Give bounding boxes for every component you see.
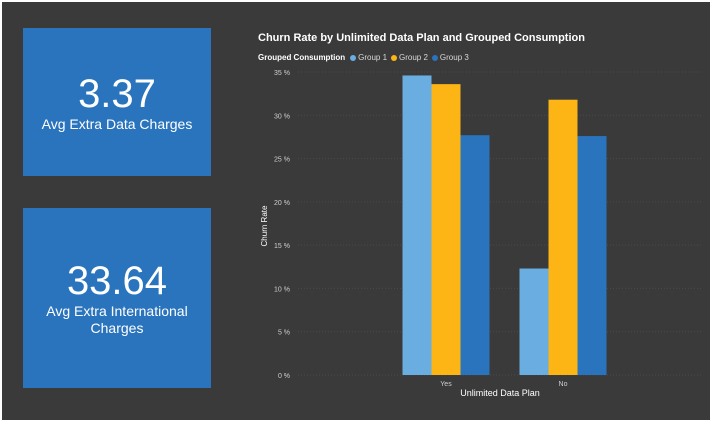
- y-tick-label: 5 %: [278, 330, 290, 337]
- bar-yes-group-2[interactable]: [431, 84, 461, 376]
- legend-items: Group 1 Group 2 Group 3: [350, 53, 473, 62]
- bar-no-group-1[interactable]: [519, 268, 549, 375]
- kpi-value: 3.37: [78, 71, 156, 116]
- legend-title: Grouped Consumption: [258, 53, 346, 62]
- y-tick-label: 0 %: [278, 373, 290, 380]
- chart-title: Churn Rate by Unlimited Data Plan and Gr…: [258, 32, 585, 44]
- y-tick-label: 10 %: [274, 286, 290, 293]
- x-tick-label: Yes: [440, 381, 452, 388]
- kpi-label: Avg Extra International Charges: [46, 303, 188, 336]
- bar-no-group-3[interactable]: [577, 136, 607, 375]
- x-axis-label: Unlimited Data Plan: [460, 388, 540, 398]
- y-tick-label: 25 %: [274, 157, 290, 164]
- legend-dot: [431, 54, 438, 61]
- y-axis-label: Churn Rate: [260, 205, 269, 246]
- bar-yes-group-1[interactable]: [402, 75, 432, 375]
- legend-label: Group 2: [399, 53, 428, 62]
- legend-item-2[interactable]: Group 2: [391, 53, 428, 62]
- bar-yes-group-3[interactable]: [460, 135, 490, 375]
- kpi-label: Avg Extra Data Charges: [41, 115, 193, 132]
- bar-no-group-2[interactable]: [548, 99, 578, 376]
- kpi-card-extra-international-charges[interactable]: 33.64 Avg Extra International Charges: [23, 208, 211, 388]
- y-tick-label: 15 %: [274, 243, 290, 250]
- kpi-value: 33.64: [66, 259, 168, 303]
- legend-label: Group 1: [358, 53, 388, 62]
- x-tick-label: No: [559, 381, 568, 388]
- legend-item-1[interactable]: Group 1: [350, 53, 387, 62]
- y-tick-label: 20 %: [274, 200, 290, 207]
- chart-legend: Grouped Consumption Group 1 Group 2 Group …: [258, 53, 473, 62]
- legend-dot: [350, 54, 357, 61]
- kpi-card-extra-data-charges[interactable]: 3.37 Avg Extra Data Charges: [23, 28, 211, 176]
- y-tick-label: 35 %: [274, 70, 290, 77]
- legend-item-3[interactable]: Group 3: [431, 53, 469, 62]
- legend-dot: [391, 54, 398, 61]
- y-tick-label: 30 %: [274, 113, 290, 120]
- legend-label: Group 3: [439, 53, 469, 62]
